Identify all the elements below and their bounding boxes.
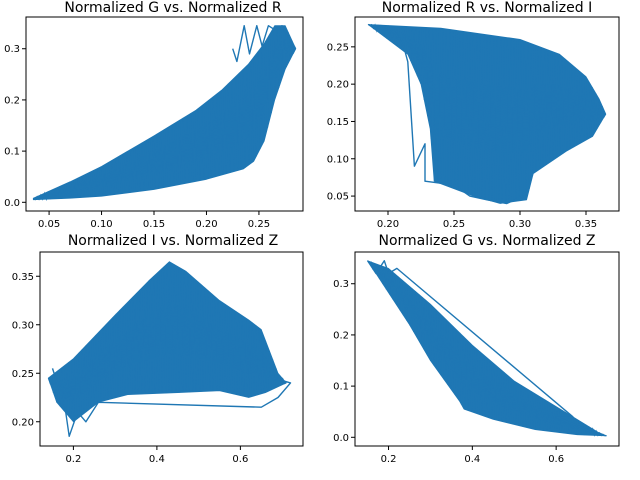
x-tick-label: 0.2	[65, 454, 81, 465]
plot-area	[367, 260, 607, 437]
y-tick-label: 0.35	[12, 272, 34, 283]
plot-area	[32, 25, 297, 202]
x-tick-label: 0.6	[232, 454, 248, 465]
y-tick-label: 0.3	[333, 279, 349, 290]
series-trace	[47, 262, 287, 422]
axes-frame	[354, 16, 620, 212]
y-tick-label: 0.10	[327, 154, 349, 165]
x-tick-label: 0.25	[248, 219, 270, 230]
x-tick-label: 0.20	[195, 219, 217, 230]
subplot-g-vs-r: Normalized G vs. Normalized R 0.05 0.10 0.…	[4, 0, 304, 230]
series-spikes	[368, 23, 523, 205]
series-trace	[367, 23, 607, 204]
series-band	[367, 260, 607, 437]
axes-frame	[39, 251, 304, 447]
axes-frame	[25, 16, 304, 212]
y-tick-label: 0.20	[327, 80, 349, 91]
y-tick-label: 0.05	[327, 192, 349, 203]
x-tick-label: 0.20	[377, 219, 399, 230]
y-tick-label: 0.0	[333, 433, 349, 444]
x-tick-label: 0.30	[509, 219, 531, 230]
y-tick-label: 0.2	[333, 330, 349, 341]
axes-frame	[354, 251, 620, 447]
x-tick-label: 0.4	[149, 454, 165, 465]
x-tick-label: 0.35	[575, 219, 597, 230]
y-tick-label: 0.30	[12, 320, 34, 331]
y-tick-label: 0.20	[12, 417, 34, 428]
x-tick-label: 0.4	[464, 454, 480, 465]
plot-area	[47, 261, 292, 437]
y-tick-label: 0.1	[4, 147, 20, 158]
series-spikes	[232, 25, 297, 63]
y-tick-label: 0.0	[4, 198, 20, 209]
subplot-title: Normalized G vs. Normalized Z	[378, 233, 595, 249]
y-tick-label: 0.25	[12, 369, 34, 380]
subplot-title: Normalized R vs. Normalized I	[382, 0, 592, 16]
x-tick-label: 0.6	[548, 454, 564, 465]
subplot-g-vs-z: Normalized G vs. Normalized Z 0.2 0.4 0.6 0…	[333, 233, 620, 465]
y-tick-label: 0.2	[4, 95, 20, 106]
series-spikes	[367, 260, 599, 436]
x-tick-label: 0.10	[90, 219, 112, 230]
y-tick-label: 0.15	[327, 117, 349, 128]
series-spikes	[51, 368, 292, 437]
y-tick-label: 0.25	[327, 42, 349, 53]
y-tick-label: 0.1	[333, 382, 349, 393]
plot-area	[367, 23, 607, 205]
x-tick-label: 0.25	[443, 219, 465, 230]
x-tick-label: 0.15	[143, 219, 165, 230]
series-trace	[367, 260, 607, 437]
y-tick-label: 0.3	[4, 44, 20, 55]
series-trace	[32, 25, 297, 202]
subplot-r-vs-i: Normalized R vs. Normalized I 0.20 0.25 0.…	[327, 0, 620, 230]
x-tick-label: 0.05	[38, 219, 60, 230]
x-tick-label: 0.2	[381, 454, 397, 465]
subplot-title: Normalized G vs. Normalized R	[64, 0, 281, 16]
subplot-i-vs-z: Normalized I vs. Normalized Z 0.2 0.4 0.6 0…	[12, 233, 304, 465]
subplot-title: Normalized I vs. Normalized Z	[68, 233, 278, 249]
